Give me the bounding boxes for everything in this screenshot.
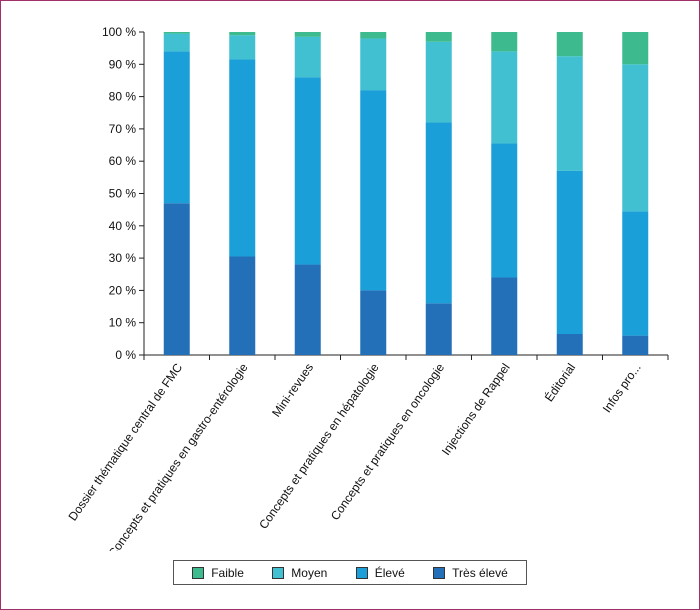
bar-segment bbox=[491, 277, 518, 355]
x-category-label: Concepts et pratiques en oncologie bbox=[328, 360, 448, 522]
bar-segment bbox=[163, 33, 190, 52]
x-category-label: Dossier thématique central de FMC bbox=[65, 360, 185, 523]
x-category-label: Injections de Rappel bbox=[439, 361, 513, 458]
legend-swatch-eleve bbox=[355, 566, 368, 579]
bar-segment bbox=[425, 303, 452, 355]
bar-segment bbox=[622, 32, 649, 65]
legend-item-tres-eleve: Très élevé bbox=[433, 566, 508, 580]
x-category-label: Mini-revues bbox=[269, 361, 316, 420]
bar-segment bbox=[229, 256, 256, 355]
legend-swatch-faible bbox=[192, 566, 205, 579]
bar-segment bbox=[556, 334, 583, 355]
bar-segment bbox=[425, 122, 452, 304]
y-tick-label: 90 % bbox=[109, 57, 137, 71]
legend-label-moyen: Moyen bbox=[291, 565, 328, 580]
legend-label-faible: Faible bbox=[211, 565, 244, 580]
y-tick-label: 50 % bbox=[109, 187, 137, 201]
bar-segment bbox=[556, 170, 583, 335]
bar-segment bbox=[294, 36, 321, 78]
bar-segment bbox=[163, 203, 190, 355]
bar-segment bbox=[491, 143, 518, 278]
x-category-label: Concepts et pratiques en gastro-entérolo… bbox=[105, 360, 251, 551]
x-category-label: Éditorial bbox=[541, 360, 578, 404]
bar-segment bbox=[229, 35, 256, 60]
chart-legend: Faible Moyen Élevé Très élevé bbox=[173, 560, 527, 585]
y-tick-label: 20 % bbox=[109, 283, 137, 297]
bar-segment bbox=[360, 38, 387, 91]
bar-segment bbox=[163, 32, 190, 34]
bar-segment bbox=[556, 56, 583, 171]
bar-segment bbox=[556, 32, 583, 57]
bar-segment bbox=[622, 211, 649, 336]
bar-segment bbox=[622, 335, 649, 355]
bar-segment bbox=[294, 264, 321, 355]
y-tick-label: 30 % bbox=[109, 251, 137, 265]
bar-segment bbox=[622, 64, 649, 212]
legend-swatch-tres-eleve bbox=[433, 566, 446, 579]
bar-segment bbox=[491, 32, 518, 52]
bar-segment bbox=[425, 41, 452, 123]
y-tick-label: 0 % bbox=[115, 348, 136, 362]
bar-segment bbox=[360, 290, 387, 355]
legend-swatch-moyen bbox=[272, 566, 285, 579]
y-tick-label: 40 % bbox=[109, 219, 137, 233]
y-tick-label: 100 % bbox=[102, 25, 136, 39]
legend-item-eleve: Élevé bbox=[355, 565, 405, 580]
x-category-label: Concepts et pratiques en hépatologie bbox=[256, 360, 382, 531]
stacked-bar-chart: 0 % 10 % 20 % 30 % 40 % 50 % 60 % 70 % 80 % 90 % 1… bbox=[65, 25, 669, 551]
bar-segment bbox=[491, 51, 518, 144]
legend-label-eleve: Élevé bbox=[374, 565, 405, 580]
legend-label-tres-eleve: Très élevé bbox=[452, 565, 508, 580]
bar-segment bbox=[360, 32, 387, 39]
x-category-label: Infos pro... bbox=[600, 361, 644, 415]
legend-item-moyen: Moyen bbox=[272, 566, 327, 580]
bar-segment bbox=[163, 51, 190, 204]
bar-segment bbox=[229, 32, 256, 36]
bar-segment bbox=[294, 77, 321, 265]
bar-segment bbox=[294, 32, 321, 37]
y-tick-label: 10 % bbox=[109, 316, 137, 330]
y-tick-label: 80 % bbox=[109, 90, 137, 104]
bar-segment bbox=[425, 32, 452, 42]
bar-segment bbox=[360, 90, 387, 291]
bar-segment bbox=[229, 59, 256, 257]
y-tick-label: 70 % bbox=[109, 122, 137, 136]
y-tick-label: 60 % bbox=[109, 154, 137, 168]
legend-item-faible: Faible bbox=[192, 566, 244, 580]
